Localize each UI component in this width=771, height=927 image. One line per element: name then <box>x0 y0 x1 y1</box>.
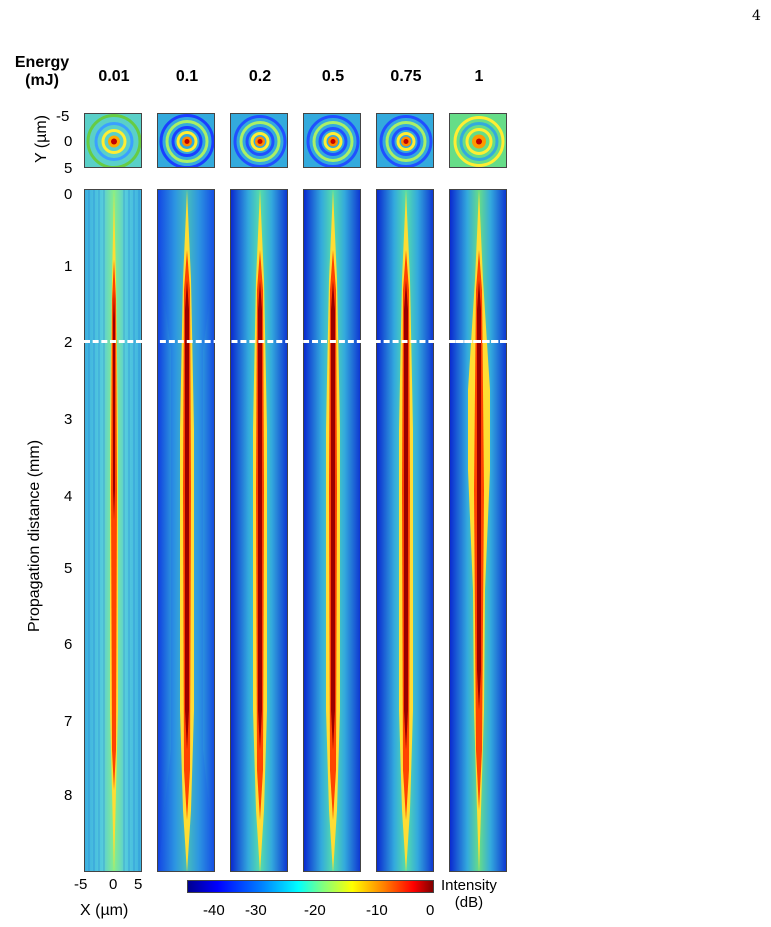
z-tick-8: 8 <box>64 787 73 804</box>
x-tick-5: 5 <box>134 876 143 893</box>
x-tick-neg5: -5 <box>74 876 88 893</box>
profile-thumbnail-svg-4 <box>377 114 433 167</box>
propagation-panel-3 <box>303 189 361 872</box>
profile-thumbnail-1 <box>157 113 215 168</box>
y-tick-5: 5 <box>64 160 73 177</box>
colorbar-title-line2: (dB) <box>454 894 484 911</box>
z-tick-4: 4 <box>64 488 73 505</box>
profile-thumbnail-2 <box>230 113 288 168</box>
profile-thumbnail-4 <box>376 113 434 168</box>
profile-thumbnail-svg-0 <box>85 114 141 167</box>
x-tick-0: 0 <box>109 876 118 893</box>
energy-header: Energy (mJ) <box>6 54 78 90</box>
propagation-panel-svg-1 <box>158 190 214 871</box>
energy-header-line2: (mJ) <box>25 72 59 89</box>
energy-label-5: 1 <box>474 68 484 85</box>
propagation-panel-svg-4 <box>377 190 433 871</box>
x-axis-label: X (µm) <box>80 902 129 919</box>
colorbar-tick-neg20: -20 <box>304 902 326 919</box>
propagation-panel-svg-5 <box>450 190 506 871</box>
z-tick-6: 6 <box>64 636 73 653</box>
colorbar-title-line1: Intensity <box>441 877 497 894</box>
y-axis-label: Y (µm) <box>33 114 50 164</box>
profile-thumbnail-5 <box>449 113 507 168</box>
propagation-panel-0 <box>84 189 142 872</box>
energy-label-1: 0.1 <box>175 68 199 85</box>
energy-label-4: 0.75 <box>390 68 422 85</box>
colorbar-tick-neg40: -40 <box>203 902 225 919</box>
propagation-panel-2 <box>230 189 288 872</box>
profile-thumbnail-svg-2 <box>231 114 287 167</box>
energy-label-0: 0.01 <box>98 68 130 85</box>
colorbar-tick-neg30: -30 <box>245 902 267 919</box>
propagation-panel-1 <box>157 189 215 872</box>
y-tick-0: 0 <box>64 133 73 150</box>
z-tick-1: 1 <box>64 258 73 275</box>
colorbar-tick-0: 0 <box>426 902 435 919</box>
page-number: 4 <box>752 8 761 24</box>
z-tick-5: 5 <box>64 560 73 577</box>
energy-label-2: 0.2 <box>248 68 272 85</box>
z-tick-0: 0 <box>64 186 73 203</box>
dashed-line-5 <box>449 340 507 343</box>
profile-thumbnail-svg-3 <box>304 114 360 167</box>
propagation-panel-4 <box>376 189 434 872</box>
colorbar-title: Intensity (dB) <box>441 877 497 911</box>
energy-header-line1: Energy <box>14 54 70 71</box>
z-tick-3: 3 <box>64 411 73 428</box>
energy-label-3: 0.5 <box>321 68 345 85</box>
profile-thumbnail-svg-5 <box>450 114 506 167</box>
dashed-line-span <box>142 340 506 343</box>
propagation-panel-svg-0 <box>85 190 141 871</box>
z-tick-2: 2 <box>64 334 73 351</box>
profile-thumbnail-svg-1 <box>158 114 214 167</box>
y-tick-neg5: -5 <box>56 108 70 125</box>
propagation-panel-5 <box>449 189 507 872</box>
dashed-line-0 <box>84 340 142 343</box>
z-tick-7: 7 <box>64 713 73 730</box>
colorbar-tick-neg10: -10 <box>366 902 388 919</box>
propagation-panel-svg-2 <box>231 190 287 871</box>
colorbar <box>187 880 434 893</box>
z-axis-label: Propagation distance (mm) <box>26 439 43 633</box>
propagation-panel-svg-3 <box>304 190 360 871</box>
profile-thumbnail-0 <box>84 113 142 168</box>
profile-thumbnail-3 <box>303 113 361 168</box>
